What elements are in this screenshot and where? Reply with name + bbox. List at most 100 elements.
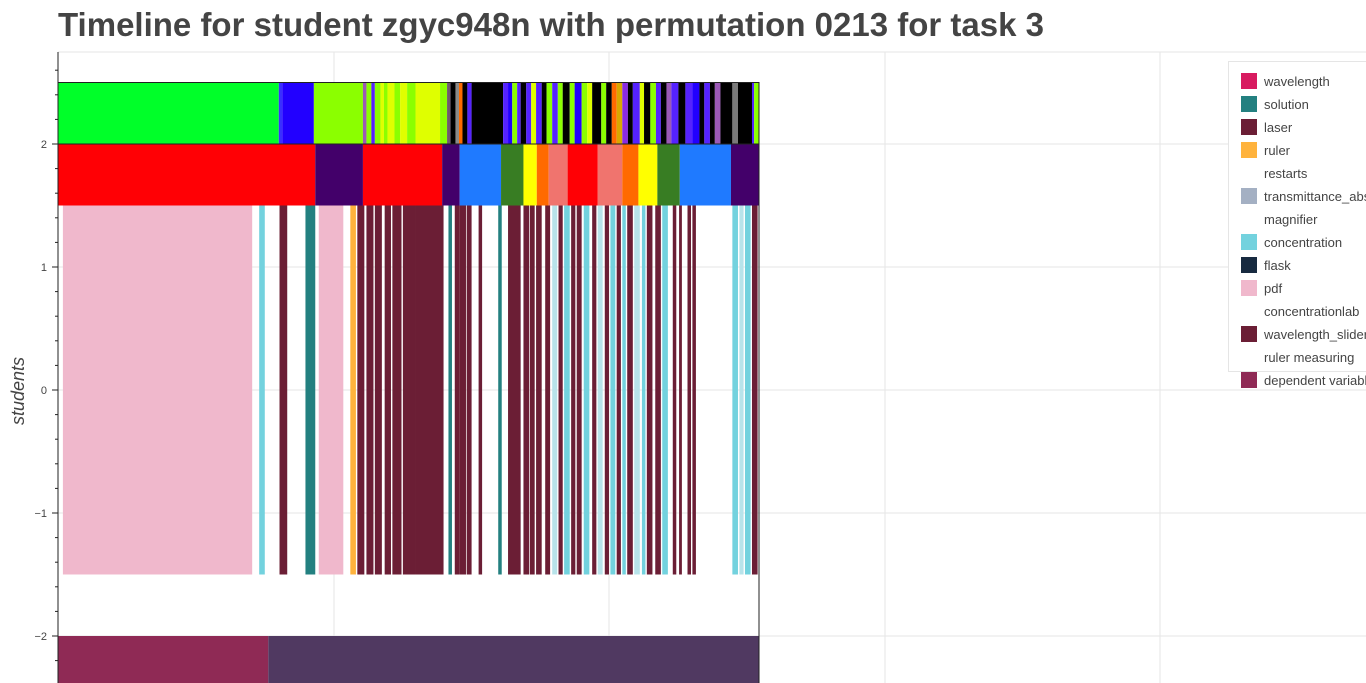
legend-label: restarts	[1264, 165, 1308, 181]
row-students-segment-32	[604, 205, 609, 575]
legend-swatch	[1241, 96, 1257, 112]
row-students-segment-40	[655, 205, 661, 575]
legend-label: transmittance_abs	[1264, 188, 1366, 204]
legend-item[interactable]: laser	[1241, 117, 1292, 137]
row-middle-segment-11	[622, 144, 639, 206]
legend-item[interactable]: restarts	[1241, 163, 1307, 183]
row-middle-segment-5	[501, 144, 524, 206]
row-top-segment-10	[387, 82, 395, 144]
legend-label: wavelength_slider	[1264, 326, 1366, 342]
legend-item[interactable]: ruler measuring	[1241, 347, 1354, 367]
row-middle-segment-12	[638, 144, 658, 206]
legend-item[interactable]: concentration	[1241, 232, 1342, 252]
row-top-segment-39	[587, 82, 593, 144]
row-students-segment-39	[646, 205, 653, 575]
row-students-segment-19	[508, 205, 521, 575]
y-tick-label-1: 1	[41, 262, 47, 274]
legend-item[interactable]: dependent variable	[1241, 370, 1366, 390]
row-middle-segment-15	[730, 144, 759, 206]
row-top-segment-21	[467, 82, 472, 144]
row-students-segment-8	[374, 205, 382, 575]
axes: 2 1 0 −1 −2	[34, 52, 59, 683]
row-top-segment-37	[574, 82, 582, 144]
row-students-segment-20	[523, 205, 530, 575]
legend-swatch	[1241, 211, 1257, 227]
row-top-segment-19	[458, 82, 463, 144]
row-top-segment-28	[526, 82, 532, 144]
legend: wavelength solution laser ruler restarts tran…	[1228, 61, 1366, 388]
row-students-segment-25	[558, 205, 563, 575]
legend-swatch	[1241, 142, 1257, 158]
row-students-segment-28	[576, 205, 582, 575]
row-top-segment-22	[471, 82, 504, 144]
legend-item[interactable]: solution	[1241, 94, 1309, 114]
legend-item[interactable]: magnifier	[1241, 209, 1317, 229]
legend-label: concentrationlab	[1264, 303, 1360, 319]
row-students-segment-10	[392, 205, 402, 575]
row-middle-segment-13	[657, 144, 680, 206]
legend-swatch	[1241, 188, 1257, 204]
row-students-segment-0	[62, 205, 253, 575]
row-middle-segment-2	[362, 144, 443, 206]
row-top-segment-65	[751, 82, 755, 144]
row-top-segment-15	[440, 82, 448, 144]
row-top-segment-35	[562, 82, 570, 144]
row-students-segment-44	[687, 205, 692, 575]
row-students-segment-5	[350, 205, 356, 575]
legend-label: magnifier	[1264, 211, 1318, 227]
row-top-segment-43	[611, 82, 617, 144]
legend-item[interactable]: transmittance_abs	[1241, 186, 1366, 206]
row-top-segment-44	[616, 82, 623, 144]
row-middle-segment-7	[536, 144, 549, 206]
row-top-segment-25	[512, 82, 518, 144]
row-top-segment-41	[601, 82, 607, 144]
row-top-segment-1	[278, 82, 283, 144]
legend-swatch	[1241, 234, 1257, 250]
legend-item[interactable]: concentrationlab	[1241, 301, 1359, 321]
row-bottom-segment-1	[268, 636, 759, 683]
legend-item[interactable]: ruler	[1241, 140, 1290, 160]
row-middle-segment-1	[315, 144, 363, 206]
row-students-segment-23	[545, 205, 551, 575]
timeline-segments	[57, 82, 760, 683]
row-top-segment-54	[671, 82, 679, 144]
row-students-segment-18	[498, 205, 502, 575]
row-top-segment-38	[581, 82, 588, 144]
row-students-segment-22	[536, 205, 542, 575]
legend-swatch	[1241, 303, 1257, 319]
row-students-segment-26	[564, 205, 570, 575]
row-top-segment-51	[655, 82, 661, 144]
legend-item[interactable]: wavelength_slider	[1241, 324, 1366, 344]
row-middle-segment-9	[567, 144, 598, 206]
row-students-segment-6	[357, 205, 365, 575]
row-middle-segment-6	[523, 144, 537, 206]
legend-swatch	[1241, 119, 1257, 135]
row-students-segment-30	[592, 205, 597, 575]
row-students-segment-13	[448, 205, 452, 575]
legend-swatch	[1241, 372, 1257, 388]
row-middle-segment-0	[58, 144, 316, 206]
legend-item[interactable]: pdf	[1241, 278, 1282, 298]
row-top-segment-61	[714, 82, 721, 144]
legend-swatch	[1241, 165, 1257, 181]
row-students-segment-35	[622, 205, 626, 575]
row-top-segment-0	[58, 82, 279, 144]
legend-swatch	[1241, 257, 1257, 273]
row-top-segment-48	[639, 82, 645, 144]
row-students-segment-2	[279, 205, 288, 575]
row-students-segment-34	[616, 205, 621, 575]
row-top-segment-9	[383, 82, 388, 144]
legend-label: wavelength	[1264, 73, 1330, 89]
row-middle-segment-14	[679, 144, 731, 206]
row-students-segment-27	[571, 205, 576, 575]
row-top-segment-59	[704, 82, 710, 144]
row-middle-segment-10	[597, 144, 623, 206]
row-bottom-segment-0	[58, 636, 269, 683]
legend-item[interactable]: wavelength	[1241, 71, 1330, 91]
row-students-segment-14	[454, 205, 460, 575]
legend-item[interactable]: flask	[1241, 255, 1291, 275]
legend-label: dependent variable	[1264, 372, 1366, 388]
row-top-segment-27	[520, 82, 527, 144]
row-top-segment-62	[720, 82, 733, 144]
